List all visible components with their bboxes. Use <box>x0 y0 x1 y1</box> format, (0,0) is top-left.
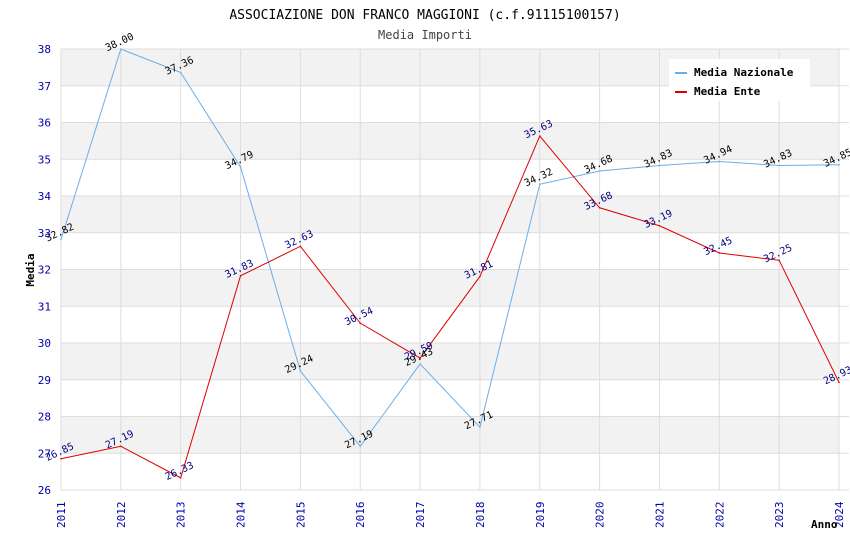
data-point <box>479 426 481 428</box>
x-tick-label: 2020 <box>594 502 607 529</box>
data-point <box>598 206 601 209</box>
y-tick-label: 37 <box>38 80 51 93</box>
data-point <box>60 457 62 460</box>
data-point <box>718 252 721 254</box>
x-tick-label: 2022 <box>713 502 726 529</box>
x-tick-label: 2024 <box>833 501 846 528</box>
data-point <box>120 445 122 448</box>
data-point <box>120 48 122 50</box>
data-point <box>419 357 421 359</box>
data-label: 34.32 <box>523 167 555 190</box>
chart-title: ASSOCIAZIONE DON FRANCO MAGGIONI (c.f.91… <box>229 8 620 23</box>
series-line-media-nazionale <box>60 48 840 448</box>
legend-entry: Media Nazionale <box>694 66 794 79</box>
x-tick-label: 2011 <box>55 502 68 529</box>
data-label: 30.54 <box>343 306 375 329</box>
data-label: 32.25 <box>762 243 794 266</box>
series-line-media-ente <box>60 135 840 479</box>
data-point <box>299 370 302 372</box>
data-point <box>778 164 780 167</box>
data-point <box>838 381 840 384</box>
data-point <box>179 477 182 479</box>
data-point <box>239 274 242 277</box>
data-point <box>778 259 780 262</box>
y-tick-label: 36 <box>38 117 51 130</box>
chart-subtitle: Media Importi <box>378 28 472 42</box>
y-axis-ticks: 26 27 28 29 30 31 32 33 34 35 36 37 38 <box>38 43 52 497</box>
y-tick-label: 28 <box>38 411 51 424</box>
x-tick-label: 2016 <box>354 502 367 529</box>
data-point <box>179 71 182 74</box>
x-tick-label: 2023 <box>773 502 786 529</box>
x-tick-label: 2018 <box>474 502 487 529</box>
data-point <box>658 224 661 227</box>
grid-band <box>61 122 839 160</box>
data-point <box>658 164 661 167</box>
grid-band <box>61 343 839 380</box>
y-tick-label: 33 <box>38 227 51 240</box>
grid-band <box>61 416 839 454</box>
x-axis-ticks: 2011 2012 2013 2014 2015 2016 2017 2018 2019 2020… <box>55 501 846 528</box>
x-axis-label: Anno <box>811 518 838 531</box>
data-point <box>538 183 541 186</box>
grid-band <box>61 196 839 233</box>
y-tick-label: 26 <box>38 484 51 497</box>
y-tick-label: 27 <box>38 447 51 460</box>
data-point <box>299 245 302 248</box>
x-tick-label: 2017 <box>414 502 427 529</box>
x-tick-label: 2019 <box>534 502 547 529</box>
legend: Media Nazionale Media Ente <box>669 59 810 101</box>
legend-entry: Media Ente <box>694 85 761 98</box>
data-point <box>479 275 481 278</box>
data-point <box>419 363 421 365</box>
x-tick-label: 2015 <box>294 502 307 529</box>
legend-box <box>669 59 810 101</box>
data-point <box>239 166 242 168</box>
data-point <box>838 163 840 166</box>
y-tick-label: 34 <box>38 190 52 203</box>
data-label: 26.33 <box>164 460 196 483</box>
x-tick-label: 2013 <box>175 502 188 529</box>
y-tick-label: 38 <box>38 43 51 56</box>
data-point <box>359 322 362 324</box>
grid-bands <box>61 49 839 454</box>
data-point <box>718 160 721 163</box>
y-tick-label: 32 <box>38 264 51 277</box>
x-tick-label: 2014 <box>235 501 248 528</box>
y-axis-label: Media <box>24 253 37 286</box>
gridlines <box>60 48 849 491</box>
y-tick-label: 35 <box>38 153 51 166</box>
data-point <box>538 135 541 137</box>
y-tick-label: 31 <box>38 300 51 313</box>
data-point <box>60 238 62 241</box>
data-point <box>598 170 601 172</box>
y-tick-label: 30 <box>38 337 51 350</box>
grid-band <box>61 269 839 307</box>
series-lines <box>60 48 840 479</box>
data-point <box>359 445 362 448</box>
x-tick-label: 2012 <box>115 502 128 529</box>
y-tick-label: 29 <box>38 374 51 387</box>
x-tick-label: 2021 <box>653 502 666 529</box>
